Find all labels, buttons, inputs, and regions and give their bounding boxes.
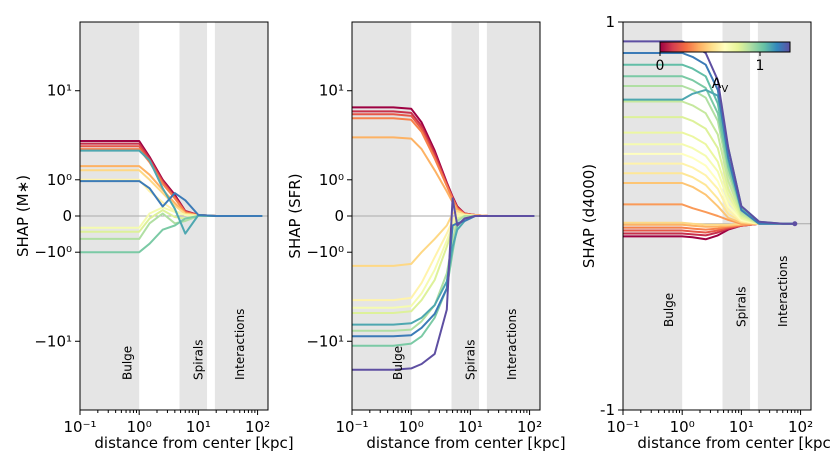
region-label-bulge: Bulge (391, 346, 405, 380)
y-axis-label: SHAP (M∗) (14, 175, 32, 257)
y-tick-label: 10¹ (47, 82, 72, 100)
region-interactions (757, 22, 811, 410)
chart-panel-d4000: Bulge Spirals Interactions 10⁻¹ 10⁰ 10¹ 10² 1 -1… (580, 13, 830, 452)
x-axis-label: distance from center [kpc] (94, 434, 293, 452)
x-tick-label: 10⁻¹ (606, 418, 639, 436)
y-tick-label: 0 (62, 207, 72, 225)
x-tick-label: 10⁰ (670, 418, 695, 436)
series-group (80, 140, 263, 254)
x-tick-label: 10¹ (186, 418, 211, 436)
x-tick-label: 10⁻¹ (63, 418, 96, 436)
x-axis-label: distance from center [kpc] (366, 434, 565, 452)
x-tick-label: 10¹ (729, 418, 754, 436)
colorbar-tick-label: 0 (656, 58, 665, 74)
region-label-interactions: Interactions (505, 309, 519, 380)
chart-panel-mstar: Bulge Spirals Interactions 10⁻¹ 10⁰ 10¹ 10² 10¹… (14, 21, 294, 452)
x-tick-label: 10⁰ (399, 418, 424, 436)
region-label-bulge: Bulge (662, 293, 676, 327)
region-bulge (623, 22, 683, 410)
axes-frame (622, 21, 812, 411)
region-label-interactions: Interactions (776, 256, 790, 327)
region-label-interactions: Interactions (233, 309, 247, 380)
y-axis-label: SHAP (SFR) (286, 173, 304, 258)
region-label-spirals: Spirals (463, 340, 477, 380)
chart-panel-sfr: Bulge Spirals Interactions 10⁻¹ 10⁰ 10¹ 10² 10¹… (286, 21, 566, 452)
y-tick-label: 10⁰ (319, 171, 344, 189)
y-tick-label: −10¹ (34, 332, 72, 350)
x-axis-label: distance from center [kpc] (637, 434, 830, 452)
y-tick-label: 10⁰ (47, 171, 72, 189)
y-tick-label: −10⁰ (306, 243, 344, 261)
y-tick-label: -1 (600, 401, 615, 419)
region-label-spirals: Spirals (734, 287, 748, 327)
region-label-spirals: Spirals (191, 340, 205, 380)
x-tick-label: 10² (788, 418, 813, 436)
x-tick-label: 10⁰ (127, 418, 152, 436)
x-tick-label: 10¹ (458, 418, 483, 436)
series-line-13 (352, 197, 535, 371)
y-axis-label: SHAP (d4000) (580, 164, 598, 268)
series-group (623, 40, 795, 241)
series-group (352, 106, 535, 371)
y-tick-label: −10¹ (306, 332, 344, 350)
series-line-12 (80, 180, 263, 217)
y-tick-label: −10⁰ (34, 243, 72, 261)
y-tick-label: 1 (605, 13, 615, 31)
y-tick-label: 0 (334, 207, 344, 225)
y-tick-label: 10¹ (319, 82, 344, 100)
colorbar-tick-label: 1 (756, 58, 765, 74)
x-tick-label: 10² (245, 418, 270, 436)
series-line-20 (623, 40, 795, 225)
colorbar (659, 41, 791, 53)
x-tick-label: 10⁻¹ (335, 418, 368, 436)
x-tick-label: 10² (517, 418, 542, 436)
region-label-bulge: Bulge (120, 346, 134, 380)
series-end-marker (792, 221, 798, 227)
